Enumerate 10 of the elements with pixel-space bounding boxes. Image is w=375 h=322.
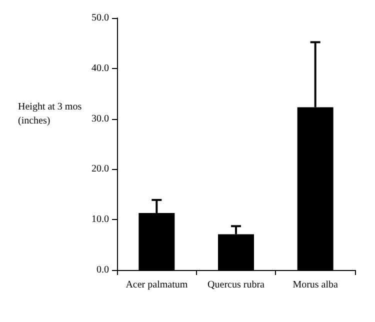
y-tick-label: 50.0 xyxy=(92,12,109,24)
y-tick-label: 10.0 xyxy=(92,214,109,226)
x-tick-label: Acer palmatum xyxy=(126,280,188,290)
y-tick-label: 40.0 xyxy=(92,62,109,74)
x-tick-label: Morus alba xyxy=(292,280,339,290)
y-tick-label: 20.0 xyxy=(92,164,109,175)
y-tick-label: 30.0 xyxy=(92,113,109,124)
y-tick-label: 0.0 xyxy=(96,264,109,276)
x-tick-label: Quercus rubra xyxy=(208,280,266,290)
y-axis-title: Height at 3 mos (inches) xyxy=(18,102,84,126)
